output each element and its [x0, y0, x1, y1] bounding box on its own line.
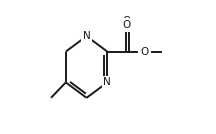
Text: O: O: [140, 47, 148, 57]
Text: N: N: [83, 31, 91, 41]
Text: O: O: [122, 20, 130, 30]
Text: N: N: [103, 77, 111, 87]
Text: O: O: [141, 47, 149, 57]
Text: O: O: [123, 16, 131, 26]
